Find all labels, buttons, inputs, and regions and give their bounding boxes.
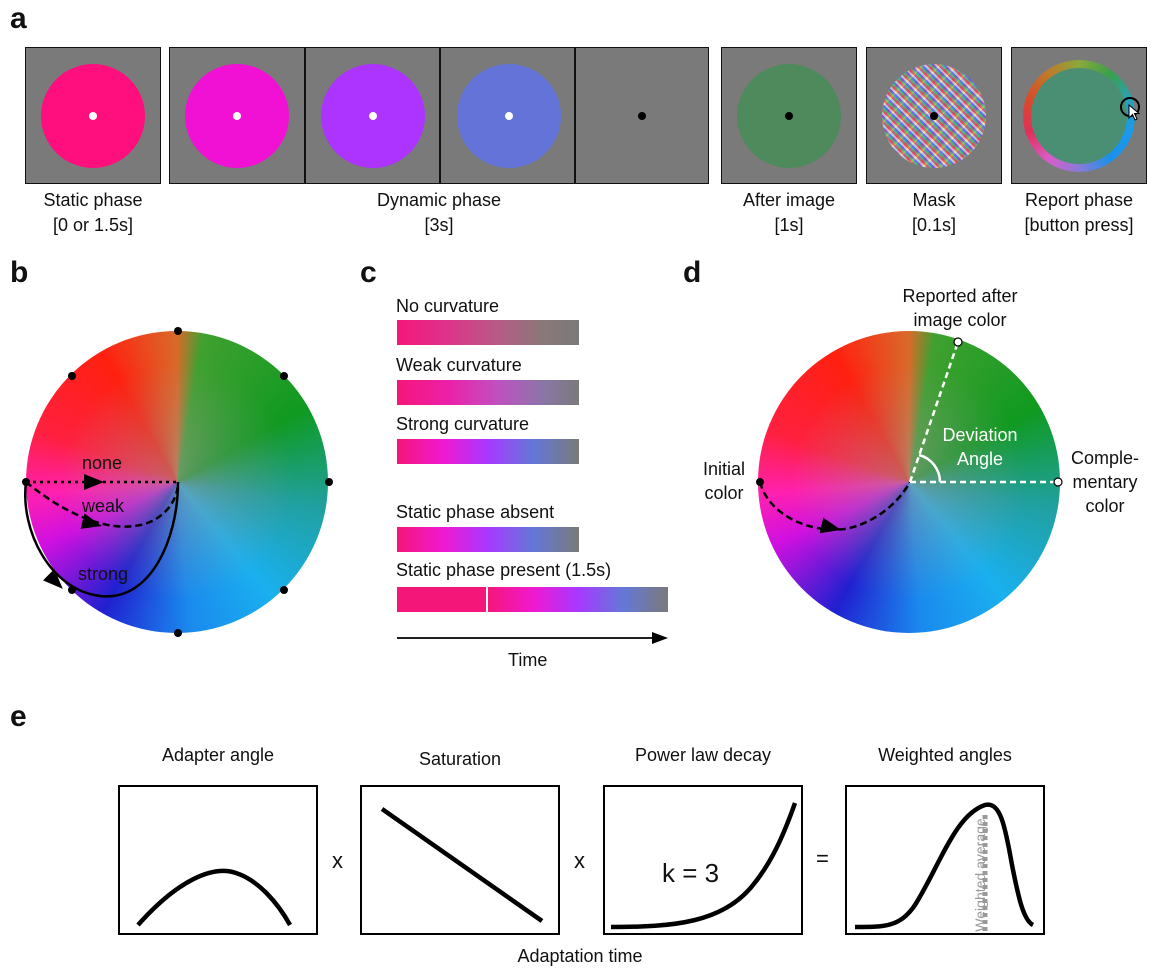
frame-divider — [439, 48, 441, 183]
static-present-label: Static phase present (1.5s) — [396, 560, 612, 580]
adapter-angle-plot — [118, 785, 318, 935]
saturation-curve — [380, 807, 544, 923]
fixation-dot — [89, 112, 97, 120]
trajectory-arrow — [819, 517, 841, 534]
fixation-dot — [233, 112, 241, 120]
wheel-dot — [280, 372, 288, 380]
wheel-dot — [280, 586, 288, 594]
arrow-weak — [80, 513, 102, 529]
weighted-angles-plot — [845, 785, 1045, 935]
static-absent-label: Static phase absent — [396, 502, 555, 522]
dynamic-phase-title: Dynamic phase — [376, 190, 502, 210]
complementary-color-dot — [1053, 477, 1063, 487]
wheel-dot — [174, 629, 182, 637]
after-image-time: [1s] — [774, 215, 804, 235]
strong-curvature-label: Strong curvature — [396, 414, 530, 434]
frame-divider — [574, 48, 576, 183]
reported-color-dot — [953, 337, 963, 347]
saturation-plot — [360, 785, 560, 935]
label-none: none — [82, 453, 123, 473]
time-arrow — [397, 632, 668, 644]
label-strong: strong — [78, 564, 129, 584]
adapter-angle-title: Adapter angle — [161, 745, 275, 765]
panel-label-b: b — [10, 256, 29, 289]
power-law-plot — [603, 785, 803, 935]
mask-title: Mask — [912, 190, 956, 210]
wheel-dot — [22, 478, 30, 486]
dynamic-phase-caption: Dynamic phase [3s] — [359, 188, 519, 238]
bar-no-curvature — [397, 320, 579, 345]
arrow-strong — [43, 569, 63, 589]
adapter-angle-curve — [136, 868, 292, 927]
multiply-sign-1: x — [332, 848, 343, 873]
mask-caption: Mask [0.1s] — [854, 188, 1014, 238]
frame-divider — [304, 48, 306, 183]
fixation-dot — [930, 112, 938, 120]
time-label: Time — [508, 650, 548, 670]
wheel-dot — [325, 478, 333, 486]
weighted-angles-title: Weighted angles — [878, 745, 1012, 765]
wheel-dot — [174, 327, 182, 335]
no-curvature-label: No curvature — [396, 296, 500, 316]
weighted-average-label: Weighted average — [972, 818, 988, 932]
wheel-dot — [68, 372, 76, 380]
reported-color-label: Reported after image color — [902, 286, 1018, 330]
static-phase-time: [0 or 1.5s] — [52, 215, 134, 235]
bar-weak-curvature — [397, 380, 579, 405]
bar-static-present-static — [397, 587, 486, 612]
static-phase-title: Static phase — [43, 190, 143, 210]
fixation-dot — [505, 112, 513, 120]
weak-curvature-label: Weak curvature — [396, 355, 522, 375]
initial-color-dot — [756, 478, 764, 486]
fixation-dot — [369, 112, 377, 120]
weighted-angles-curve — [854, 802, 1035, 930]
adaptation-time-label: Adaptation time — [517, 946, 643, 966]
bar-static-absent — [397, 527, 579, 552]
deviation-arc — [918, 453, 942, 483]
report-phase-frame — [1011, 47, 1147, 184]
equals-sign: = — [816, 846, 829, 871]
panel-label-d: d — [683, 256, 702, 289]
label-weak: weak — [82, 496, 125, 516]
trajectory-strong — [23, 481, 180, 598]
bar-strong-curvature — [397, 439, 579, 464]
saturation-title: Saturation — [418, 749, 502, 769]
power-law-curve — [610, 802, 798, 930]
initial-color-label: Initial color — [702, 459, 746, 503]
after-image-title: After image — [742, 190, 836, 210]
panel-label-e: e — [10, 700, 27, 733]
deviation-angle-label: Deviation Angle — [942, 425, 1018, 469]
trajectory-overlay — [22, 327, 333, 637]
fixation-dot — [638, 112, 646, 120]
report-phase-title: Report phase — [1024, 190, 1134, 210]
mask-time: [0.1s] — [911, 215, 957, 235]
cursor-pointer-icon — [1128, 104, 1141, 121]
bar-static-present-dynamic — [488, 587, 668, 612]
reported-line — [908, 341, 960, 483]
panel-label-c: c — [360, 256, 377, 289]
trajectory-weak — [25, 481, 180, 528]
static-phase-frame — [25, 47, 161, 184]
multiply-sign-2: x — [574, 848, 585, 873]
fixation-dot — [785, 112, 793, 120]
complementary-color-label: Comple- mentary color — [1070, 448, 1140, 516]
dynamic-phase-time: [3s] — [424, 215, 454, 235]
after-image-frame — [721, 47, 857, 184]
mask-frame — [866, 47, 1002, 184]
wheel-dot — [68, 586, 76, 594]
report-phase-caption: Report phase [button press] — [999, 188, 1151, 238]
static-phase-caption: Static phase [0 or 1.5s] — [13, 188, 173, 238]
after-image-caption: After image [1s] — [709, 188, 869, 238]
report-phase-time: [button press] — [1024, 215, 1134, 235]
power-law-title: Power law decay — [634, 745, 772, 765]
report-color-disc — [1031, 68, 1127, 164]
deviation-overlay — [756, 337, 1063, 534]
k-value-label: k = 3 — [662, 858, 720, 888]
panel-label-a: a — [10, 2, 27, 35]
adapter-trajectory — [758, 481, 912, 531]
dynamic-phase-frame — [169, 47, 709, 184]
